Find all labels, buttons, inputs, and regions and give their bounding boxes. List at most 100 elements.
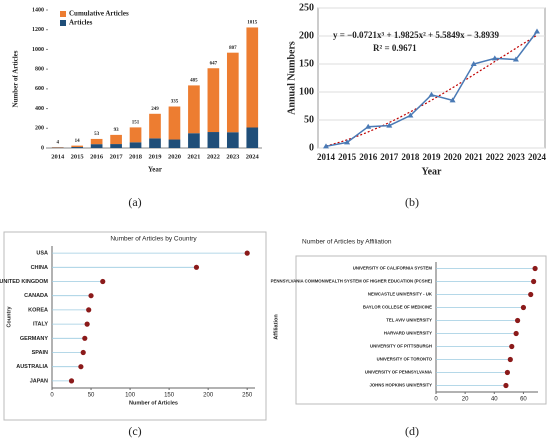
x-tick-label: 40 [491,397,498,403]
x-axis-label: Year [422,166,443,177]
y-tick-label: 800 [35,67,44,73]
category-label: UNIVERSITY OF TORONTO [377,357,433,362]
y-tick-label: 400 [35,106,44,112]
x-tick-label: 2018 [401,152,420,162]
dot [513,330,519,337]
bar-segment [110,134,122,145]
x-tick-label: 2024 [246,153,260,160]
dot [82,335,88,341]
category-label: TEL AVIV UNIVERSITY [386,318,432,323]
x-tick-label: 2024 [528,152,547,162]
dot [531,278,537,285]
x-axis-label: Number of Articles [129,400,178,406]
x-axis-label: Year [148,166,162,174]
data-label: 4 [56,140,59,145]
bar-segment [90,144,103,148]
data-label: 93 [114,128,120,133]
bar-segment [226,132,239,148]
data-label: 807 [229,46,237,51]
x-tick-label: 60 [520,397,527,403]
x-tick-label: 2021 [187,153,200,160]
dot [507,356,513,363]
category-label: CANADA [24,293,48,299]
series-line [325,31,538,148]
x-tick-label: 200 [203,393,214,399]
x-tick-label: 2022 [486,152,505,162]
category-label: UNIVERSITY OF CALIFORNIA SYSTEM [353,266,433,271]
x-tick-label: 2015 [338,152,357,162]
legend-swatch [60,11,66,17]
y-axis-label: Number of Articles [12,50,20,107]
bar-segment [188,133,200,148]
legend-label: Articles [69,19,93,27]
y-axis-label: Affiliation [273,314,279,340]
category-label: USA [36,251,48,257]
y-tick-label: 250 [299,2,314,13]
x-tick-label: 20 [462,397,469,403]
marker [470,61,477,66]
legend-label: Cumulative Articles [69,10,129,18]
panel-label: (c) [128,424,141,438]
x-tick-label: 50 [88,393,95,399]
marker [323,143,329,149]
dot [78,364,84,370]
bar-segment [71,147,84,148]
marker [344,139,351,145]
x-tick-label: 0 [434,397,438,403]
y-axis-label: Annual Numbers [286,41,297,115]
bar-segment [168,106,181,140]
panel-label: (a) [128,195,141,209]
y-tick-label: 1200 [32,27,44,33]
legend-swatch [60,20,66,26]
dot [100,278,106,285]
bar-segment [246,27,259,128]
category-label: JOHNS HOPKINS UNIVERSITY [369,383,432,388]
x-tick-label: 2016 [359,152,378,162]
data-label: 647 [210,61,218,66]
category-label: AUSTRALIA [16,364,48,370]
panel-frame [295,255,547,405]
trendline [325,34,538,147]
marker [428,91,435,97]
marker [491,55,498,61]
y-tick-label: 0 [41,145,44,151]
chart-title: Number of Articles by Country [110,236,197,243]
x-tick-label: 150 [164,393,175,399]
x-tick-label: 2014 [317,152,336,162]
x-tick-label: 2022 [207,153,220,160]
data-label: 1015 [247,21,258,26]
bar-segment [207,68,220,133]
x-tick-label: 2019 [423,152,442,162]
category-label: BAYLOR COLLEGE OF MEDICINE [363,305,432,310]
y-tick-label: 200 [35,126,44,132]
data-label: 53 [94,132,100,137]
dot [88,293,94,299]
dot [84,321,90,327]
x-tick-label: 2017 [380,152,399,162]
y-tick-label: 600 [35,86,44,92]
y-tick-label: 50 [304,114,314,125]
dot [520,304,527,311]
panel-label: (d) [405,424,419,438]
data-label: 151 [132,121,140,126]
x-tick-label: 2015 [71,153,85,160]
x-tick-label: 100 [125,393,136,399]
bar-segment [110,144,122,148]
category-label: HARVARD UNIVERSITY [384,331,432,336]
x-tick-label: 2016 [90,153,104,160]
y-tick-label: 1000 [32,47,44,53]
data-label: 14 [75,139,81,144]
dot [244,250,250,256]
bar-segment [246,127,259,148]
dot [532,265,538,272]
category-label: UNIVERSITY OF PITTSBURGH [370,344,432,349]
y-tick-label: 1400 [32,7,44,13]
category-label: UNIVERSITY OF PENNSYLVANIA [365,370,432,375]
category-label: UNITED KINGDOM [0,279,48,285]
bar-segment [149,138,161,148]
trend-r2: R² = 0.9671 [373,43,417,53]
x-tick-label: 2023 [226,153,240,160]
dot [68,378,75,384]
panel-label: (b) [405,195,419,209]
